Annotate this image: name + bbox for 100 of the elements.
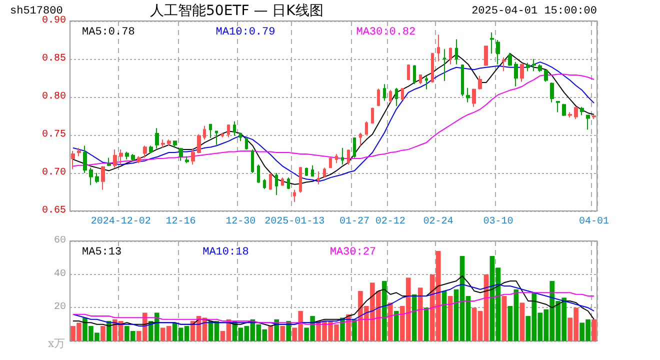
y-tick-label: 40: [54, 268, 66, 280]
candlestick: [329, 157, 332, 168]
chart-title: 人工智能50ETF — 日K线图: [150, 3, 324, 19]
candlestick: [490, 32, 494, 54]
candlestick: [77, 147, 81, 157]
bar: [100, 326, 106, 341]
candlestick: [83, 145, 87, 174]
y-axis-title: x万: [48, 337, 66, 350]
candlestick: [269, 172, 272, 190]
candlestick: [113, 148, 117, 168]
candlestick: [443, 48, 446, 82]
candlestick: [592, 114, 596, 120]
candlestick: [383, 84, 386, 102]
candlestick: [125, 151, 129, 160]
x-tick-label: 01-27: [339, 216, 370, 228]
candlestick: [484, 46, 488, 66]
candlestick: [71, 150, 75, 170]
text: MA10:0.79: [216, 26, 276, 38]
candlestick: [335, 154, 338, 164]
text: MA10:18: [202, 246, 249, 258]
candlestick: [472, 88, 476, 108]
y-tick-label: 0.65: [42, 206, 66, 216]
candlestick: [107, 157, 111, 167]
candlestick: [143, 145, 147, 158]
x-tick-label: 04-01: [579, 216, 610, 228]
y-tick-label: 0.85: [42, 54, 66, 64]
bar: [442, 291, 447, 341]
candlestick: [161, 139, 165, 148]
candlestick: [353, 138, 356, 158]
candlestick: [209, 124, 212, 139]
candlestick: [305, 167, 308, 177]
candlestick: [586, 114, 590, 130]
bar: [388, 302, 393, 341]
candlestick: [239, 132, 242, 142]
candlestick: [131, 154, 135, 162]
candlestick: [197, 134, 201, 154]
candlestick: [466, 87, 470, 103]
candlestick: [478, 75, 482, 90]
y-tick-label: 60: [54, 236, 66, 246]
candlestick: [89, 167, 93, 186]
candlestick: [401, 88, 404, 101]
bar: [382, 281, 387, 341]
text: MA5:13: [82, 246, 122, 258]
candlestick: [203, 125, 206, 140]
candlestick: [580, 106, 584, 116]
candlestick: [514, 62, 518, 87]
y-tick-label: 0.70: [42, 168, 66, 178]
y-tick-label: 0.75: [42, 130, 66, 140]
line-series: [72, 74, 595, 167]
x-tick-label: 12-16: [166, 216, 196, 228]
bar: [424, 308, 429, 341]
bar: [418, 288, 423, 341]
candlestick: [101, 166, 105, 190]
candlestick: [550, 82, 554, 103]
candlestick: [532, 58, 536, 72]
candlestick: [251, 148, 254, 174]
x-tick-label: 12-30: [226, 216, 256, 228]
candlestick: [574, 106, 578, 120]
candlestick: [455, 38, 458, 65]
x-tick-label: 2025-01-13: [264, 216, 325, 228]
y-tick-label: 0.90: [42, 16, 66, 26]
candlestick: [520, 64, 524, 82]
bar: [448, 296, 453, 341]
candlestick: [407, 64, 410, 81]
bar: [502, 296, 507, 341]
candlestick: [299, 166, 302, 194]
candlestick: [502, 56, 506, 72]
candlestick: [179, 147, 183, 162]
candlestick: [419, 74, 422, 85]
candlestick: [311, 164, 314, 177]
x-tick-label: 2024-12-02: [90, 216, 151, 228]
candlestick: [538, 64, 542, 72]
candlestick: [347, 148, 350, 166]
candlestick: [544, 69, 548, 82]
candlestick: [275, 172, 278, 196]
candlestick: [281, 177, 284, 186]
bar: [520, 302, 525, 341]
candlestick: [149, 145, 153, 154]
text: 2025-04-01 15:00:00: [472, 6, 597, 18]
bar: [592, 319, 596, 341]
candlestick: [526, 62, 530, 72]
candlestick: [119, 148, 123, 166]
candlestick: [317, 170, 320, 185]
candlestick: [425, 75, 428, 90]
x-tick-label: 02-24: [423, 216, 454, 228]
y-tick-label: 20: [54, 302, 66, 314]
candlestick: [257, 164, 260, 184]
candlestick: [263, 178, 266, 190]
text: MA30:27: [330, 246, 376, 258]
candlestick: [431, 52, 434, 84]
candlestick: [389, 90, 392, 103]
candlestick: [185, 156, 189, 164]
text: MA5:0.78: [82, 26, 135, 38]
candlestick: [137, 156, 141, 164]
candlestick: [167, 139, 171, 146]
candlestick: [95, 172, 99, 184]
candlestick: [508, 52, 512, 66]
bar: [286, 321, 291, 341]
candlestick: [227, 124, 230, 138]
x-tick-label: 02-12: [375, 216, 406, 228]
